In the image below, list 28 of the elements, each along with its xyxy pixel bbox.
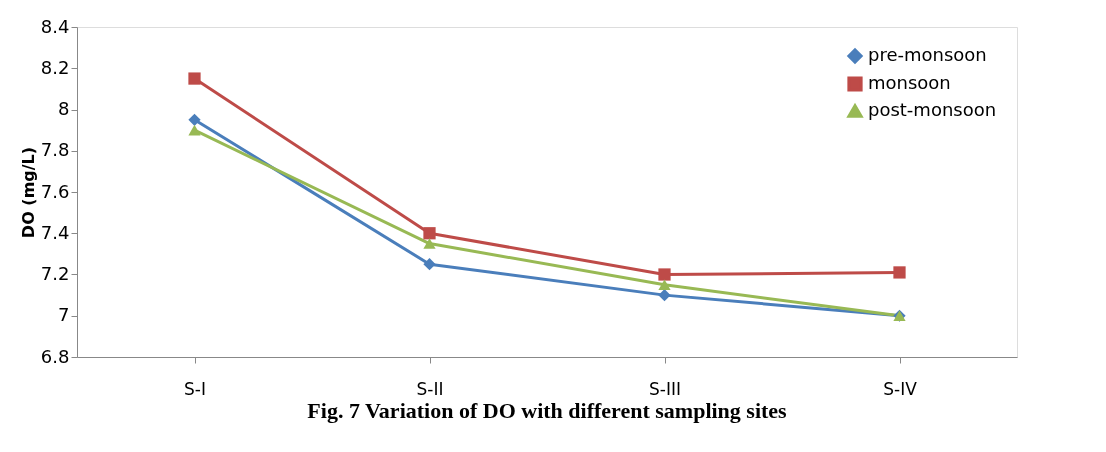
x-tick-label: S-III bbox=[649, 378, 681, 399]
y-tick-label: 8 bbox=[58, 98, 70, 119]
x-tick-label: S-I bbox=[184, 378, 206, 399]
y-tick-label: 8.4 bbox=[40, 15, 70, 37]
point bbox=[423, 238, 436, 249]
y-tick-label: 7.2 bbox=[40, 263, 70, 284]
y-axis-title: DO (mg/L) bbox=[18, 146, 38, 239]
point bbox=[658, 268, 671, 281]
point bbox=[188, 124, 201, 136]
y-tick-label: 7 bbox=[58, 304, 70, 326]
text: Fig. 7 Variation of DO with different sampling sites bbox=[307, 398, 788, 423]
y-tick-label: 7.4 bbox=[40, 221, 70, 243]
legend-label: pre-monsoon bbox=[868, 44, 987, 65]
legend-label: monsoon bbox=[868, 72, 951, 93]
y-tick-label: 6.8 bbox=[40, 345, 70, 367]
x-tick-label: S-II bbox=[416, 378, 444, 399]
point bbox=[423, 227, 436, 240]
point bbox=[423, 258, 436, 271]
x-tick-label: S-IV bbox=[883, 378, 918, 399]
point bbox=[658, 279, 671, 291]
point bbox=[188, 113, 201, 126]
y-tick-label: 7.6 bbox=[40, 180, 70, 202]
y-tick-label: 7.8 bbox=[40, 139, 70, 161]
point bbox=[658, 289, 671, 302]
legend-label: post-monsoon bbox=[868, 99, 997, 120]
point bbox=[188, 72, 201, 85]
y-tick-label: 8.2 bbox=[40, 56, 70, 78]
point bbox=[893, 266, 906, 279]
